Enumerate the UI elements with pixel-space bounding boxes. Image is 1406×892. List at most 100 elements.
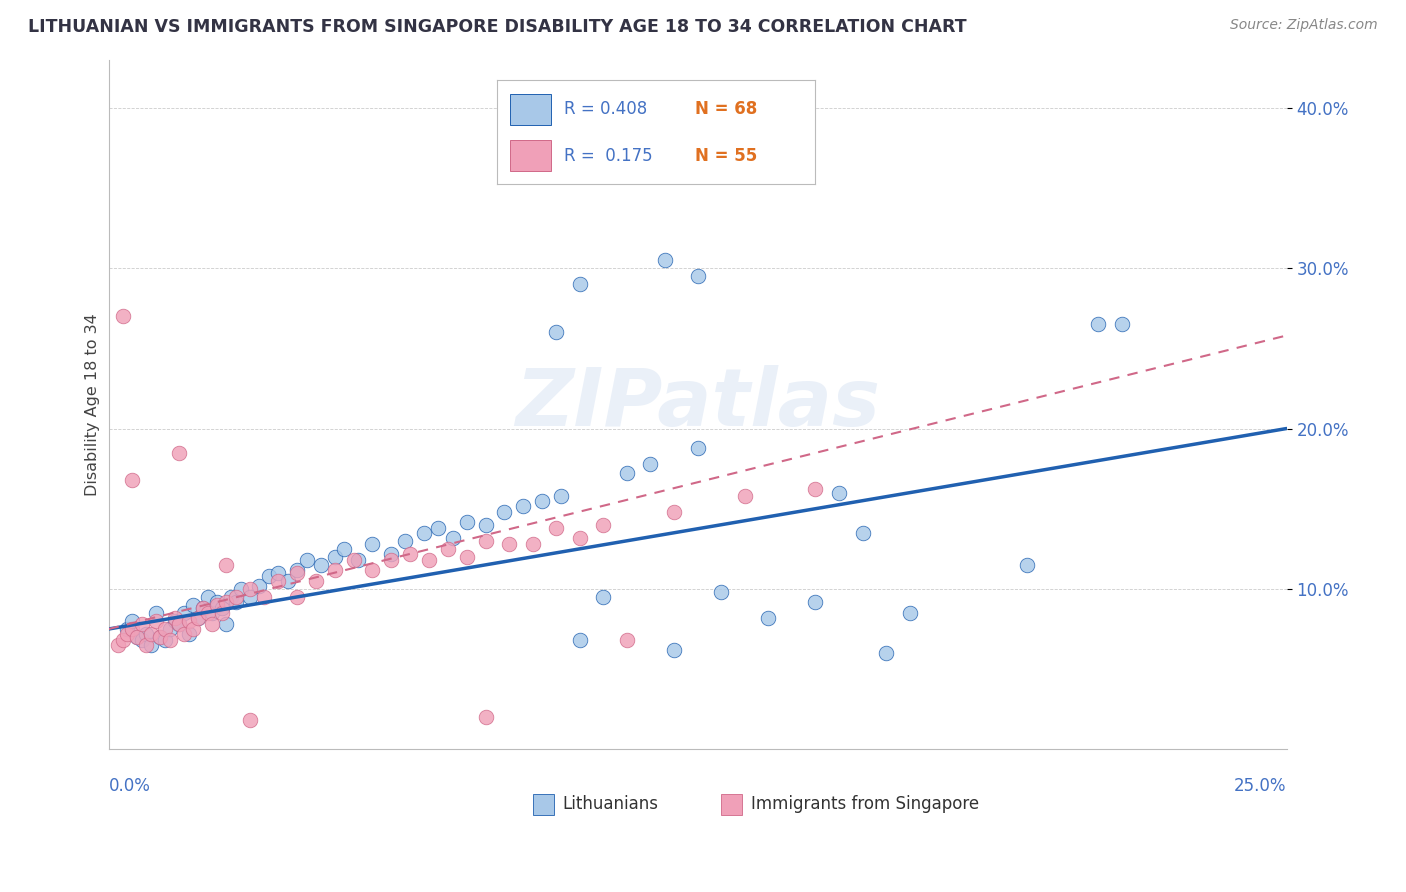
Point (710, 585, 733, 599)
Point (131, 633, 153, 648)
Point (197, 590, 219, 604)
Point (546, 326, 568, 340)
Point (333, 541, 356, 556)
Point (295, 553, 318, 567)
Text: 25.0%: 25.0% (1234, 777, 1286, 795)
Point (239, 714, 262, 728)
Point (197, 606, 219, 620)
Point (187, 611, 209, 625)
Point (804, 595, 827, 609)
Point (686, 269, 709, 284)
Point (1087, 318, 1109, 332)
Point (550, 489, 572, 503)
Point (201, 617, 224, 632)
Point (211, 606, 233, 620)
Point (169, 445, 191, 459)
Point (121, 614, 143, 628)
Point (215, 558, 238, 572)
Point (662, 643, 685, 657)
Point (219, 590, 242, 604)
Point (616, 467, 638, 481)
Point (828, 485, 851, 500)
Bar (533, 794, 554, 814)
Point (169, 617, 191, 632)
Point (654, 253, 676, 268)
Point (361, 537, 384, 551)
Point (215, 595, 238, 609)
Point (898, 606, 921, 620)
Point (640, 457, 662, 471)
Point (149, 630, 172, 644)
Point (111, 310, 134, 324)
Point (441, 531, 464, 545)
Point (474, 533, 496, 548)
Point (121, 473, 143, 487)
Point (323, 549, 346, 564)
Point (568, 633, 591, 648)
Point (191, 601, 214, 615)
Point (139, 627, 162, 641)
Point (531, 493, 554, 508)
Point (309, 558, 332, 572)
Point (456, 515, 478, 529)
Point (474, 710, 496, 724)
Point (427, 521, 450, 535)
Text: Immigrants from Singapore: Immigrants from Singapore (751, 796, 979, 814)
Point (253, 590, 276, 604)
Bar (721, 794, 742, 814)
Point (117, 622, 139, 636)
Point (734, 489, 756, 503)
Text: LITHUANIAN VS IMMIGRANTS FROM SINGAPORE DISABILITY AGE 18 TO 34 CORRELATION CHAR: LITHUANIAN VS IMMIGRANTS FROM SINGAPORE … (28, 18, 967, 36)
Point (201, 606, 224, 620)
Point (380, 553, 402, 567)
Point (117, 627, 139, 641)
Point (121, 622, 143, 636)
Point (568, 277, 591, 292)
Point (211, 601, 233, 615)
Point (474, 517, 496, 532)
Point (183, 622, 205, 636)
Point (177, 627, 200, 641)
Point (285, 563, 308, 577)
Point (145, 606, 167, 620)
Point (205, 598, 228, 612)
Text: Lithuanians: Lithuanians (562, 796, 658, 814)
Point (225, 595, 247, 609)
Point (159, 622, 181, 636)
Point (239, 582, 262, 596)
Point (135, 638, 157, 652)
Point (305, 574, 328, 588)
Point (239, 590, 262, 604)
Point (498, 537, 520, 551)
Point (177, 614, 200, 628)
Text: ZIPatlas: ZIPatlas (515, 366, 880, 443)
Point (399, 547, 422, 561)
Point (257, 569, 280, 583)
Point (135, 627, 157, 641)
Point (546, 521, 568, 535)
Point (187, 611, 209, 625)
Point (568, 531, 591, 545)
Y-axis label: Disability Age 18 to 34: Disability Age 18 to 34 (86, 313, 100, 496)
Point (361, 563, 384, 577)
Point (153, 633, 176, 648)
Point (149, 630, 172, 644)
Point (285, 590, 308, 604)
Point (153, 622, 176, 636)
Point (418, 553, 440, 567)
Point (173, 606, 195, 620)
Point (139, 638, 162, 652)
Point (323, 563, 346, 577)
Point (191, 601, 214, 615)
Point (875, 646, 897, 660)
Point (125, 630, 148, 644)
Point (249, 579, 271, 593)
Point (494, 505, 516, 519)
Point (131, 617, 153, 632)
Point (173, 627, 195, 641)
Point (277, 574, 299, 588)
Point (804, 483, 827, 497)
Point (662, 505, 685, 519)
Point (111, 633, 134, 648)
Point (347, 553, 370, 567)
